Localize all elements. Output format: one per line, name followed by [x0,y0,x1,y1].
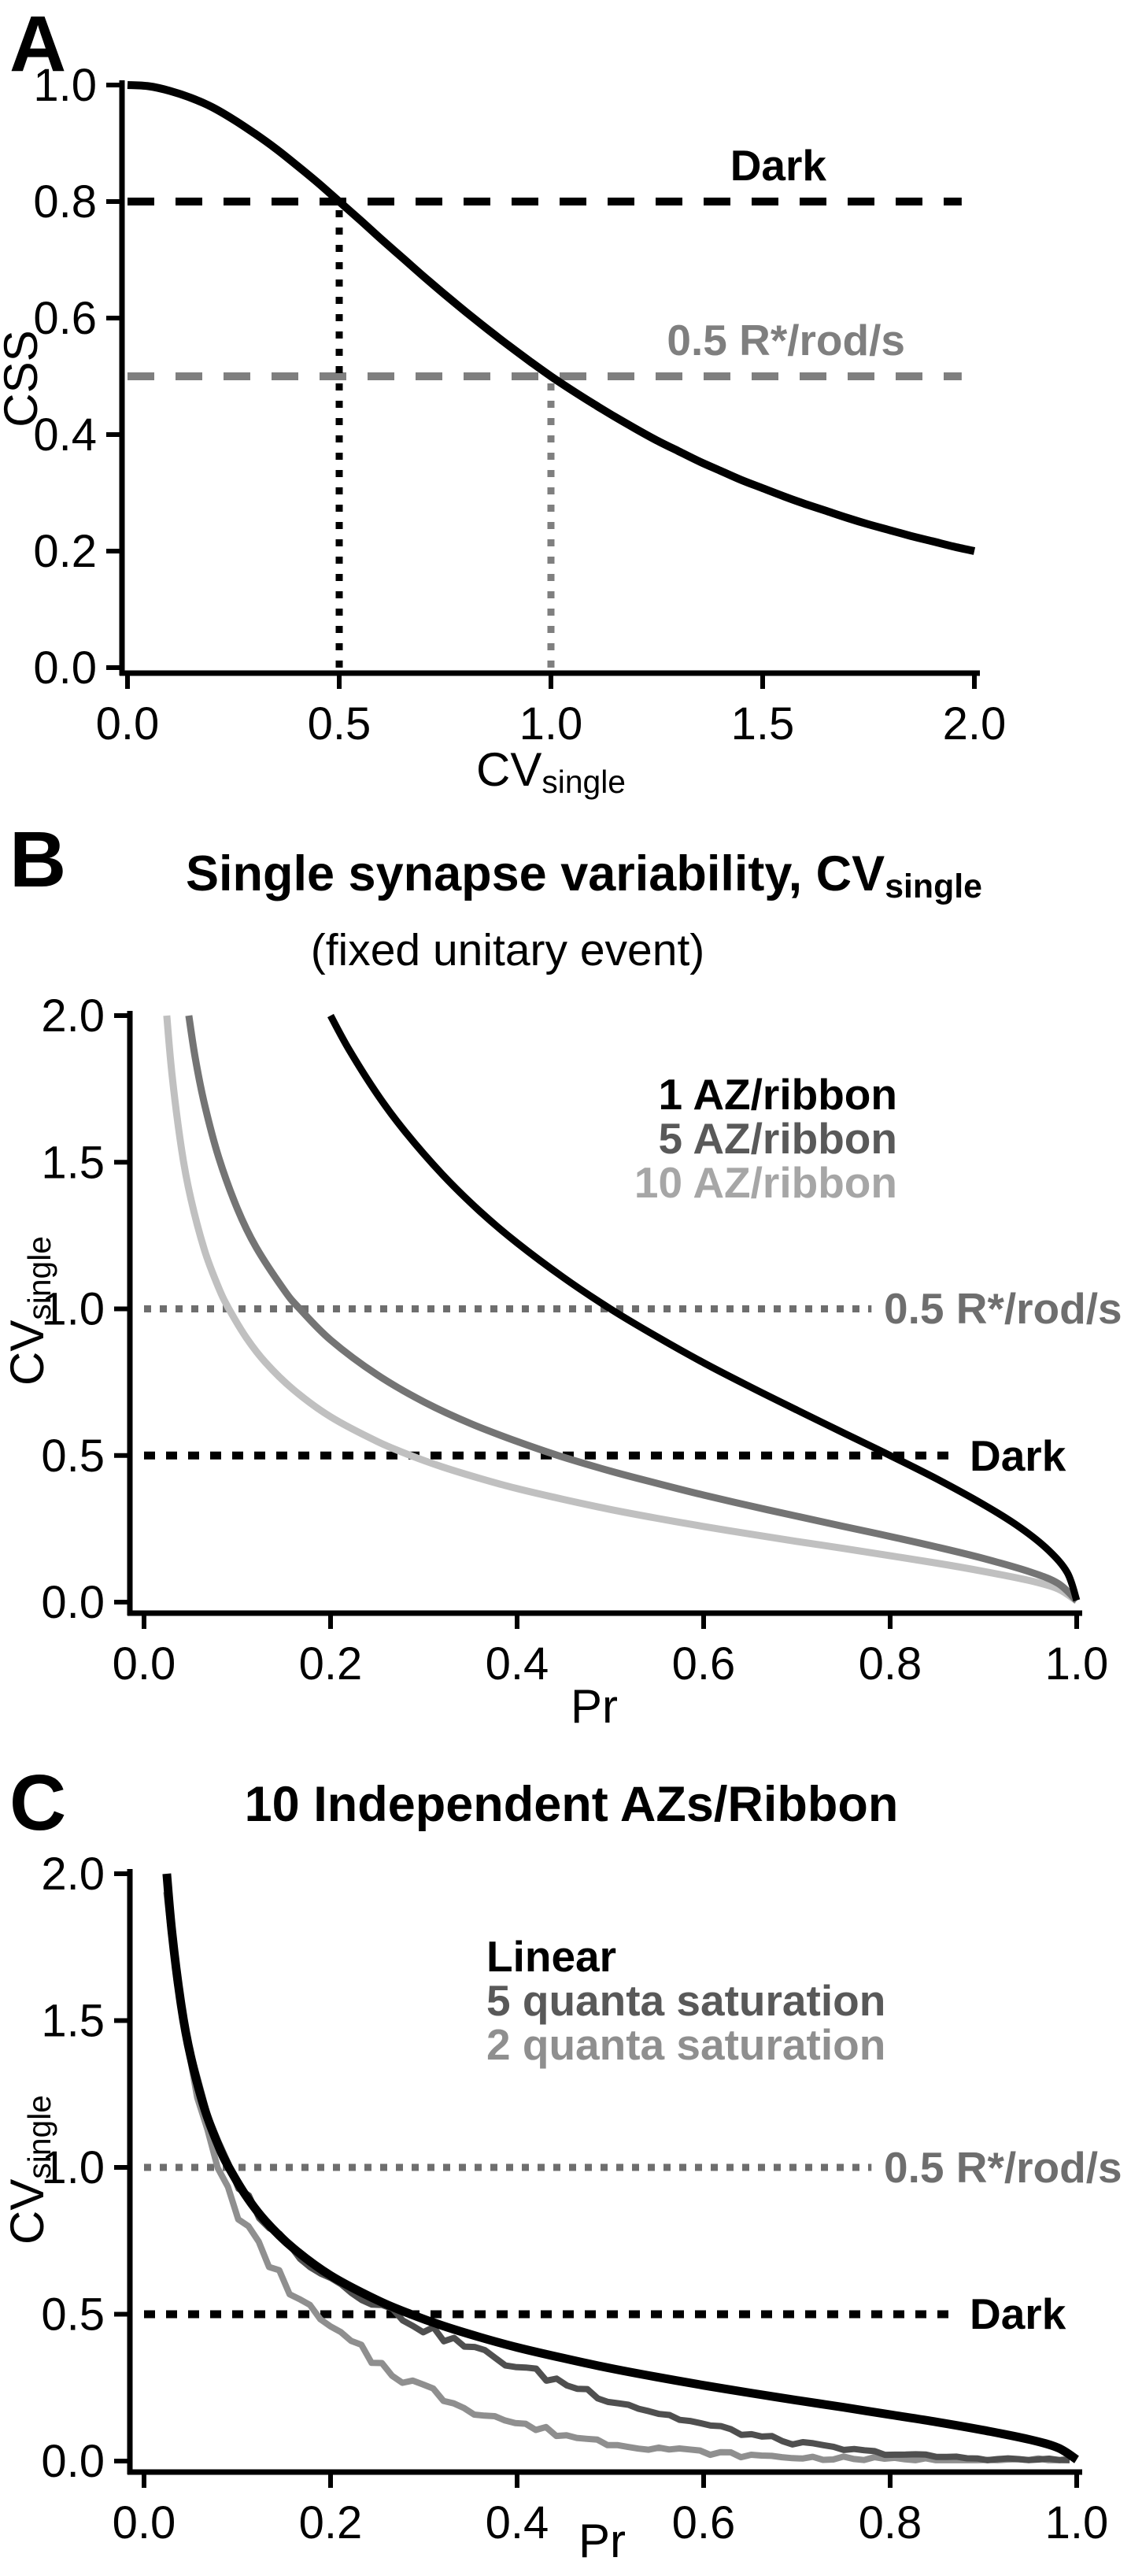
series-linear [162,1873,1080,2463]
panel-a-ylabel-text: CSS [0,330,47,427]
y-tick-label: 0.0 [41,2436,105,2487]
panel-b-title: Single synapse variability, CVsingle [79,849,1089,905]
legend-item-1az: 1 AZ/ribbon [658,1070,898,1119]
y-tick-label: 1.5 [41,1996,105,2047]
panel-b-dark-annotation: Dark [970,1431,1066,1480]
x-tick-label: 0.0 [96,698,160,749]
panel-a-plot: 0.0 0.2 0.4 0.6 0.8 1.0 0.0 0.5 1.0 1.5 2.0 [33,60,1006,749]
x-tick-label: 0.0 [113,2497,176,2548]
panel-b-title-subscript: single [885,868,982,906]
panel-a-letter: A [9,0,67,88]
x-tick-label: 0.8 [859,1638,922,1690]
panel-c-xlabel-text: Pr [578,2515,626,2567]
panel-c-letter: C [9,1759,67,1847]
panel-c-title: 10 Independent AZs/Ribbon [66,1779,1077,1835]
series-css-vs-cvsingle [127,81,976,555]
panel-b-letter: B [9,816,67,904]
x-tick-label: 0.2 [299,2497,363,2548]
x-tick-label: 0.6 [672,1638,736,1690]
panel-b-ylabel-subscript: single [20,1236,57,1320]
y-tick-label: 1.0 [41,2142,105,2193]
y-tick-label: 2.0 [41,1849,105,1900]
y-tick-label: 0.0 [33,642,97,694]
panel-c-rod-rate-annotation: 0.5 R*/rod/s [884,2143,1122,2192]
y-tick-label: 2.0 [41,990,105,1042]
panel-b-title-text: Single synapse variability, CV [186,846,885,901]
x-tick-label: 0.8 [859,2497,922,2548]
y-tick-label: 0.0 [41,1577,105,1628]
x-tick-label: 0.4 [486,2497,549,2548]
panel-b-legend: 1 AZ/ribbon 5 AZ/ribbon 10 AZ/ribbon [504,1072,897,1205]
panel-c-title-text: 10 Independent AZs/Ribbon [244,1777,899,1832]
x-tick-label: 0.2 [299,1638,363,1690]
legend-item-2quanta: 2 quanta saturation [486,2020,886,2069]
x-tick-label: 1.0 [1045,1638,1109,1690]
panel-a-xlabel-subscript: single [541,763,626,800]
panel-c-dark-annotation: Dark [970,2289,1066,2338]
panel-a-dark-annotation: Dark [730,141,826,190]
y-tick-label: 1.5 [41,1137,105,1188]
y-tick-label: 0.5 [41,1430,105,1482]
series-1-az-ribbon [327,1013,1081,1602]
panel-c-legend: Linear 5 quanta saturation 2 quanta satu… [486,1934,974,2067]
legend-item-linear: Linear [486,1932,617,1981]
x-tick-label: 0.6 [672,2497,736,2548]
x-tick-label: 0.0 [113,1638,176,1690]
panel-a-x-axis-label: CVsingle [315,743,787,800]
x-tick-label: 0.4 [486,1638,549,1690]
legend-item-10az: 10 AZ/ribbon [634,1158,897,1207]
panel-b-x-axis-label: Pr [358,1683,830,1735]
x-tick-label: 1.0 [1045,2497,1109,2548]
y-tick-label: 0.2 [33,526,97,577]
series-5-az-ribbon [185,1015,1080,1604]
series-2-quanta-saturation [163,1891,1070,2463]
y-tick-label: 0.4 [33,409,97,461]
x-tick-label: 0.5 [308,698,371,749]
panel-b-y-axis-label: CVsingle [1,1114,57,1508]
x-tick-label: 2.0 [943,698,1007,749]
y-tick-label: 0.5 [41,2289,105,2341]
panel-c-x-axis-label: Pr [366,2518,838,2570]
panel-a-xlabel-text: CV [476,743,542,796]
panel-a-y-axis-label: CSS [0,221,50,536]
x-tick-label: 1.0 [519,698,583,749]
panel-b-plot: 0.0 0.5 1.0 1.5 2.0 0.0 0.2 0.4 0.6 0.8 1.0 [41,990,1108,1690]
panel-c-plot: 0.0 0.5 1.0 1.5 2.0 0.0 0.2 0.4 0.6 0.8 1.0 [41,1849,1108,2548]
panel-c-ylabel-text: CV [1,2178,54,2245]
legend-item-5quanta: 5 quanta saturation [486,1976,886,2025]
panel-b-subtitle: (fixed unitary event) [310,925,705,975]
panel-b-rod-rate-annotation: 0.5 R*/rod/s [884,1284,1122,1333]
panel-c-y-axis-label: CVsingle [1,1973,57,2367]
series-10-az-ribbon [163,1015,1079,1604]
panel-b-ylabel-text: CV [1,1319,54,1386]
panel-c-ylabel-subscript: single [20,2095,57,2179]
panel-b-xlabel-text: Pr [571,1680,618,1733]
y-tick-label: 1.0 [33,60,97,111]
x-tick-label: 1.5 [731,698,795,749]
y-tick-label: 0.6 [33,293,97,344]
panel-a-rod-rate-annotation: 0.5 R*/rod/s [667,316,905,365]
y-tick-label: 1.0 [41,1284,105,1335]
legend-item-5az: 5 AZ/ribbon [658,1114,898,1163]
y-tick-label: 0.8 [33,176,97,228]
